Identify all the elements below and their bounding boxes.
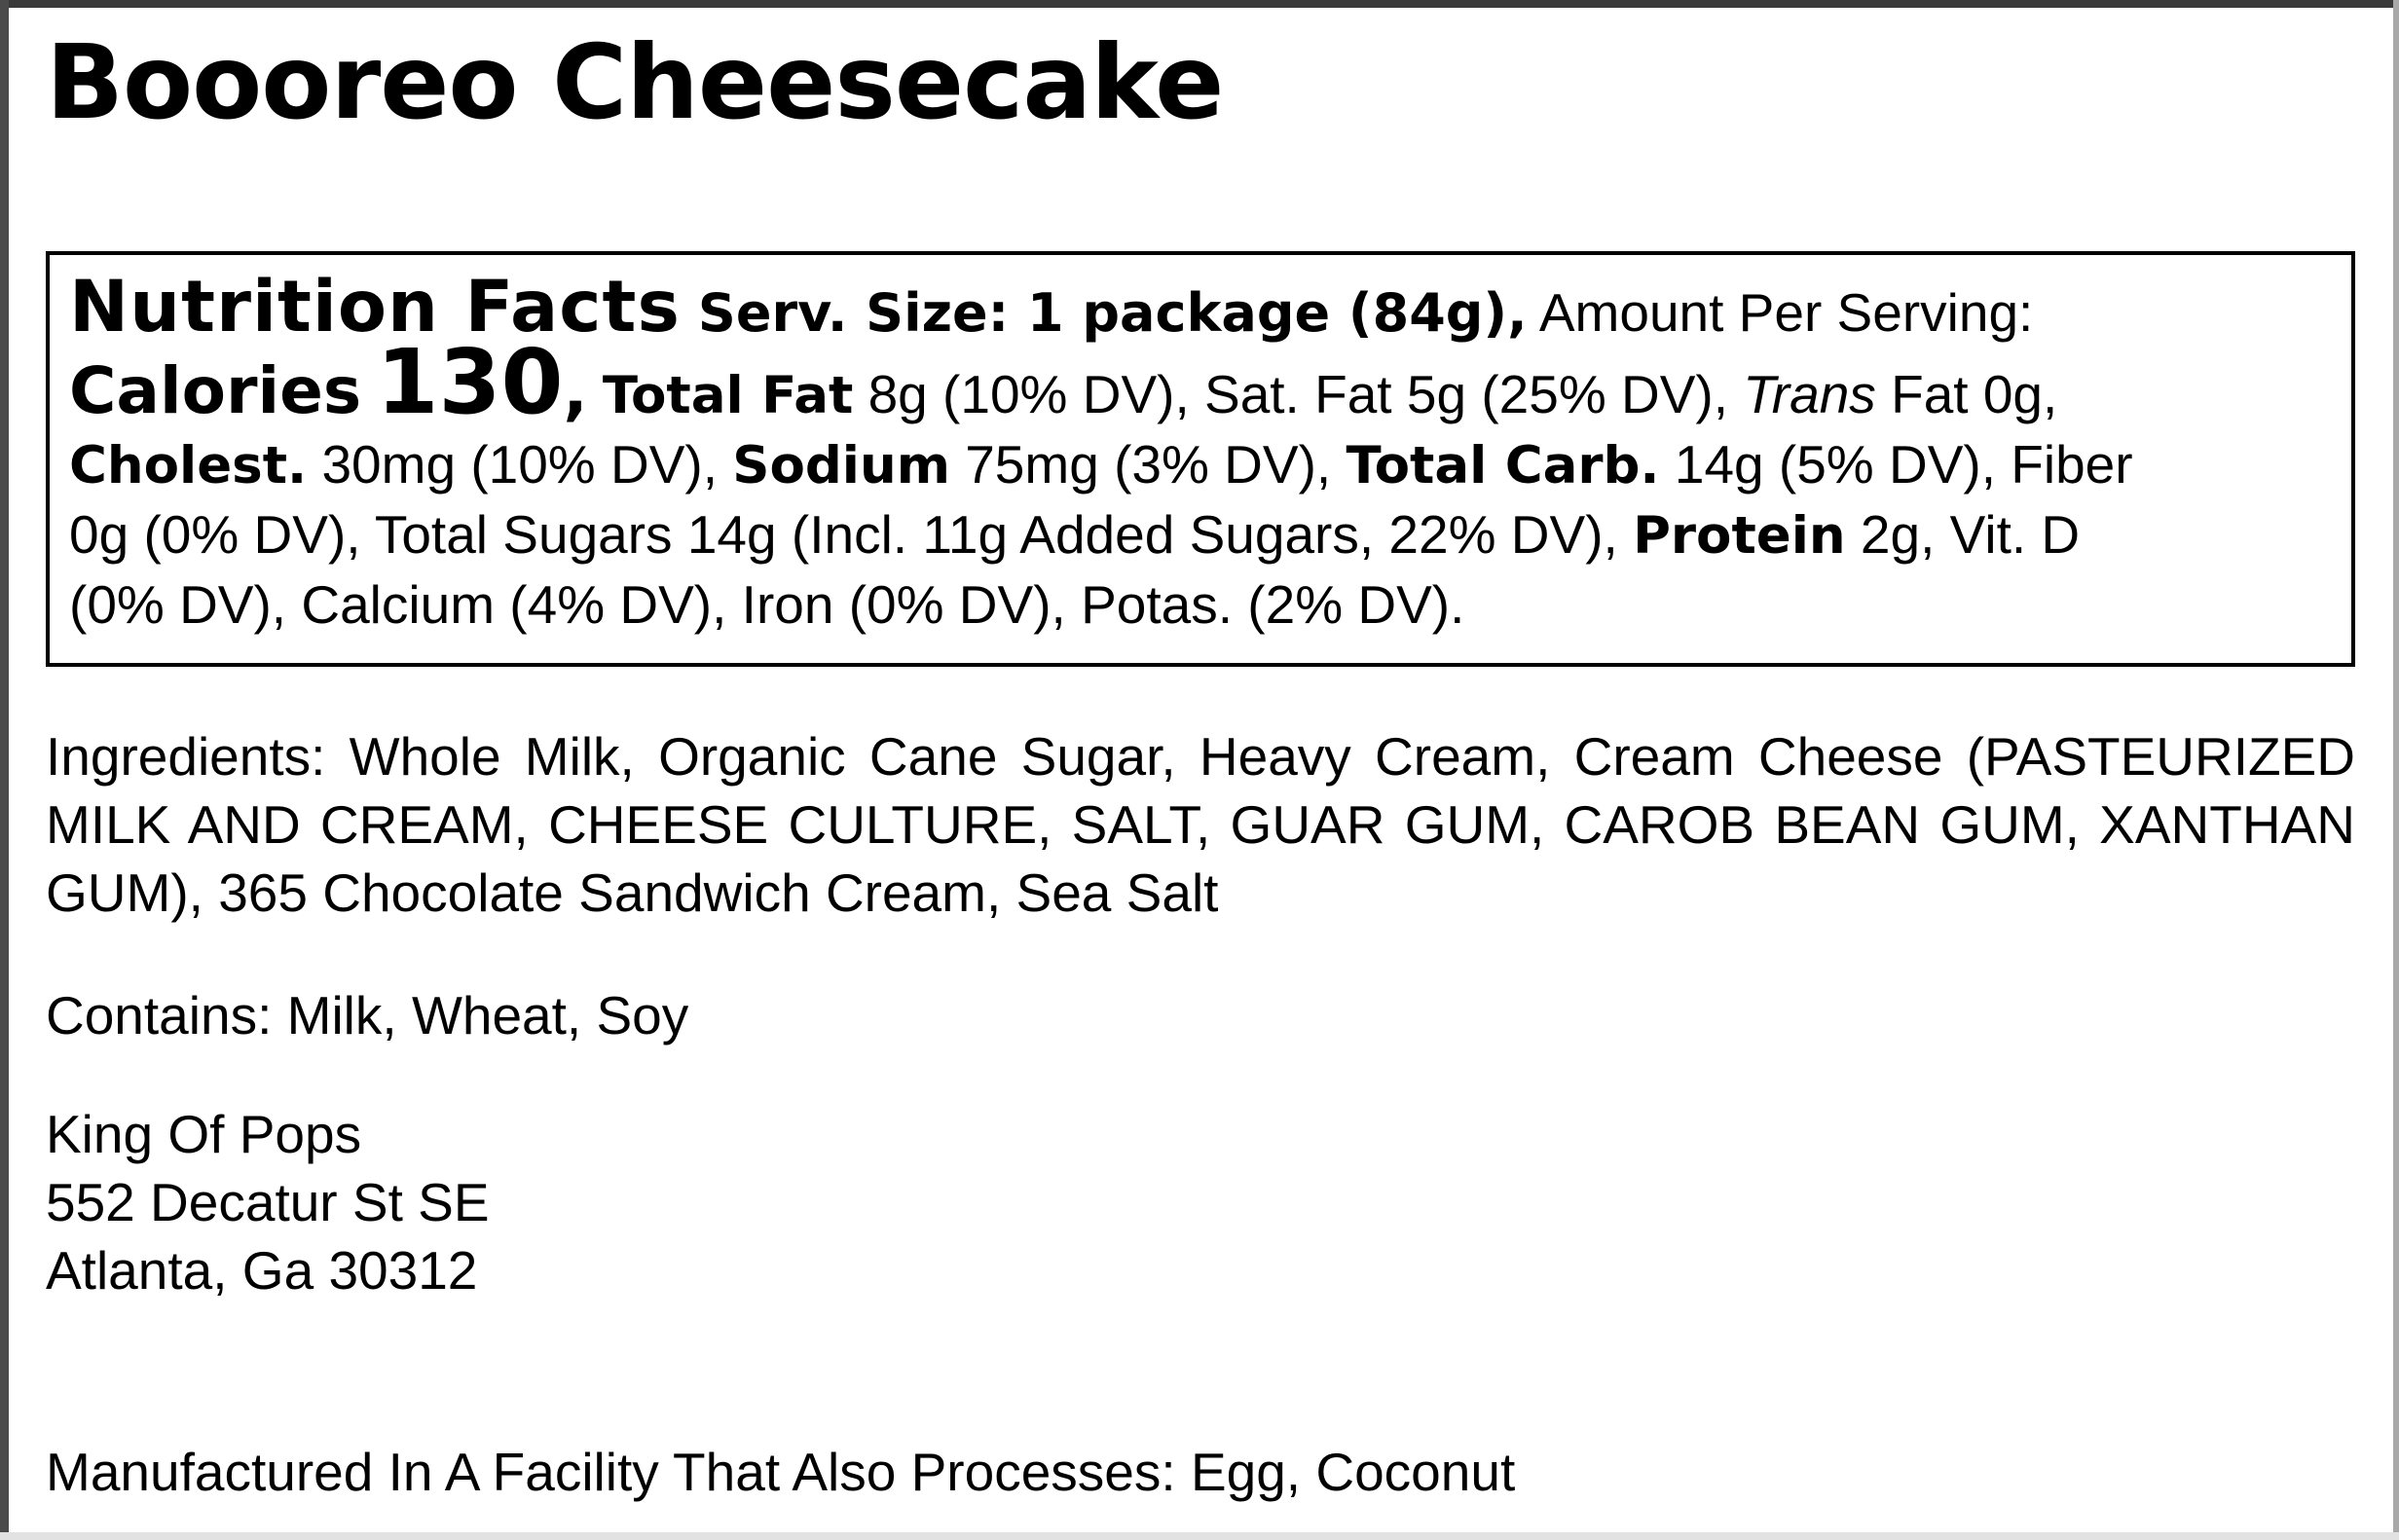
window-frame-left xyxy=(0,0,9,1540)
facility-statement: Manufactured In A Facility That Also Pro… xyxy=(46,1442,1516,1502)
nutrition-facts-panel: Nutrition Facts Serv. Size: 1 package (84… xyxy=(46,251,2355,667)
nutrition-line-3: Cholest. 30mg (10% DV), Sodium 75mg (3% … xyxy=(69,430,2334,500)
vitamins-minerals-text: (0% DV), Calcium (4% DV), Iron (0% DV), … xyxy=(69,574,1465,635)
protein-value: 2g, Vit. D xyxy=(1845,504,2081,565)
sugars-text: 0g (0% DV), Total Sugars 14g (Incl. 11g … xyxy=(69,504,1634,565)
total-carb-label: Total Carb. xyxy=(1346,436,1660,495)
total-fat-value: 8g (10% DV), Sat. Fat 5g (25% DV), xyxy=(853,364,1744,424)
manufacturer-address: King Of Pops 552 Decatur St SE Atlanta, … xyxy=(46,1100,490,1304)
manufacturer-street: 552 Decatur St SE xyxy=(46,1172,490,1232)
ingredients-list: Ingredients: Whole Milk, Organic Cane Su… xyxy=(46,726,2355,923)
nutrition-line-5: (0% DV), Calcium (4% DV), Iron (0% DV), … xyxy=(69,570,2334,640)
total-fat-label: Total Fat xyxy=(602,366,854,425)
window-frame-bottom xyxy=(0,1532,2399,1540)
window-frame-right xyxy=(2393,0,2399,1540)
manufacturer-name: King Of Pops xyxy=(46,1104,362,1164)
allergen-statement: Contains: Milk, Wheat, Soy xyxy=(46,985,689,1045)
trans-fat-value: Fat 0g, xyxy=(1875,364,2058,424)
nutrition-line-4: 0g (0% DV), Total Sugars 14g (Incl. 11g … xyxy=(69,500,2334,570)
trans-fat-label: Trans xyxy=(1743,364,1876,424)
cholesterol-label: Cholest. xyxy=(69,436,308,495)
calories-label: Calories xyxy=(69,353,362,428)
total-carb-value: 14g (5% DV), Fiber xyxy=(1659,434,2133,495)
calories-comma: , xyxy=(563,353,588,428)
amount-per-serving: Amount Per Serving: xyxy=(1527,282,2034,343)
product-title: Boooreo Cheesecake xyxy=(46,23,1224,142)
nutrition-line-1: Nutrition Facts Serv. Size: 1 package (84… xyxy=(69,272,2334,348)
serving-size: Serv. Size: 1 package (84g), xyxy=(697,282,1528,344)
nutrition-line-2: Calories 130, Total Fat 8g (10% DV), Sat… xyxy=(69,338,2334,430)
protein-label: Protein xyxy=(1633,506,1846,566)
calories-value: 130 xyxy=(376,330,564,434)
sodium-value: 75mg (3% DV), xyxy=(949,434,1347,495)
cholesterol-value: 30mg (10% DV), xyxy=(307,434,733,495)
manufacturer-city: Atlanta, Ga 30312 xyxy=(46,1240,478,1301)
window-frame-top xyxy=(0,0,2399,8)
sodium-label: Sodium xyxy=(732,436,950,495)
nutrition-facts-heading: Nutrition Facts xyxy=(69,266,681,348)
